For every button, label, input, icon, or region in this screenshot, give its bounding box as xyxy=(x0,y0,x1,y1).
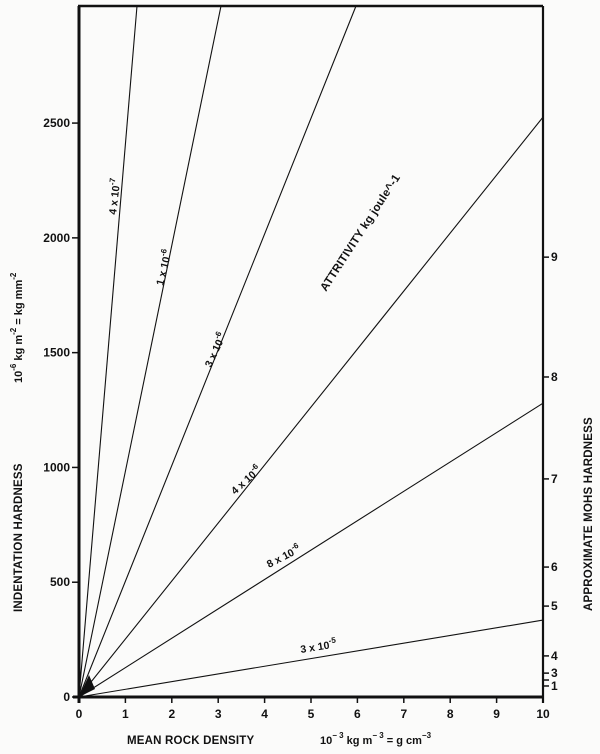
y-tick-label: 2500 xyxy=(43,116,70,130)
x-tick-label: 4 xyxy=(261,707,268,721)
y-axis-title: INDENTATION HARDNESS xyxy=(13,463,25,612)
series-line xyxy=(78,116,544,698)
x-tick-label: 2 xyxy=(168,707,175,721)
x-tick-label: 6 xyxy=(354,707,361,721)
series-label: 4 x 10-7 xyxy=(104,177,123,215)
x-tick-label: 1 xyxy=(122,707,129,721)
x-tick-label: 0 xyxy=(76,707,83,721)
mohs-tick-label: 7 xyxy=(551,472,558,486)
series-line xyxy=(78,619,544,698)
mohs-tick-label: 6 xyxy=(551,560,558,574)
mohs-tick-label: 8 xyxy=(551,370,558,384)
y-tick-label: 1500 xyxy=(43,346,70,360)
x-tick-label: 7 xyxy=(400,707,407,721)
x-axis-units: 10− 3 kg m− 3 = g cm−3 xyxy=(320,731,432,747)
series-line xyxy=(78,5,222,698)
series-label: 3 x 10-6 xyxy=(200,330,229,370)
attritivity-lines xyxy=(78,5,544,698)
x-tick-label: 5 xyxy=(308,707,315,721)
series-label: 3 x 10-5 xyxy=(299,635,338,656)
attritivity-annotation: ATTRITIVITY kg joule^-1 xyxy=(318,172,403,294)
mohs-tick-label: 5 xyxy=(551,599,558,613)
x-tick-label: 9 xyxy=(493,707,500,721)
series-line xyxy=(78,5,138,698)
mohs-tick-label: 9 xyxy=(551,250,558,264)
mohs-tick-label: 3 xyxy=(551,666,558,680)
x-axis-title: MEAN ROCK DENSITY xyxy=(127,735,254,747)
y-tick-label: 500 xyxy=(50,575,70,589)
series-line xyxy=(78,402,544,698)
series-label: 8 x 10-6 xyxy=(264,541,304,571)
origin-cluster xyxy=(79,675,95,697)
series-label: 4 x 10-6 xyxy=(227,461,264,497)
y-tick-label: 1000 xyxy=(43,460,70,474)
y-tick-label: 0 xyxy=(63,690,70,704)
mohs-tick-label: 1 xyxy=(551,679,558,693)
mohs-axis-title: APPROXIMATE MOHS HARDNESS xyxy=(583,417,595,611)
x-tick-label: 3 xyxy=(215,707,222,721)
x-tick-label: 8 xyxy=(447,707,454,721)
series-label: 1 x 10-6 xyxy=(151,247,174,286)
y-axis-units: 10-6 kg m-2 = kg mm-2 xyxy=(9,272,25,383)
mohs-tick-label: 4 xyxy=(551,649,558,663)
series-line xyxy=(78,5,357,698)
y-tick-label: 2000 xyxy=(43,231,70,245)
x-tick-label: 10 xyxy=(536,707,550,721)
